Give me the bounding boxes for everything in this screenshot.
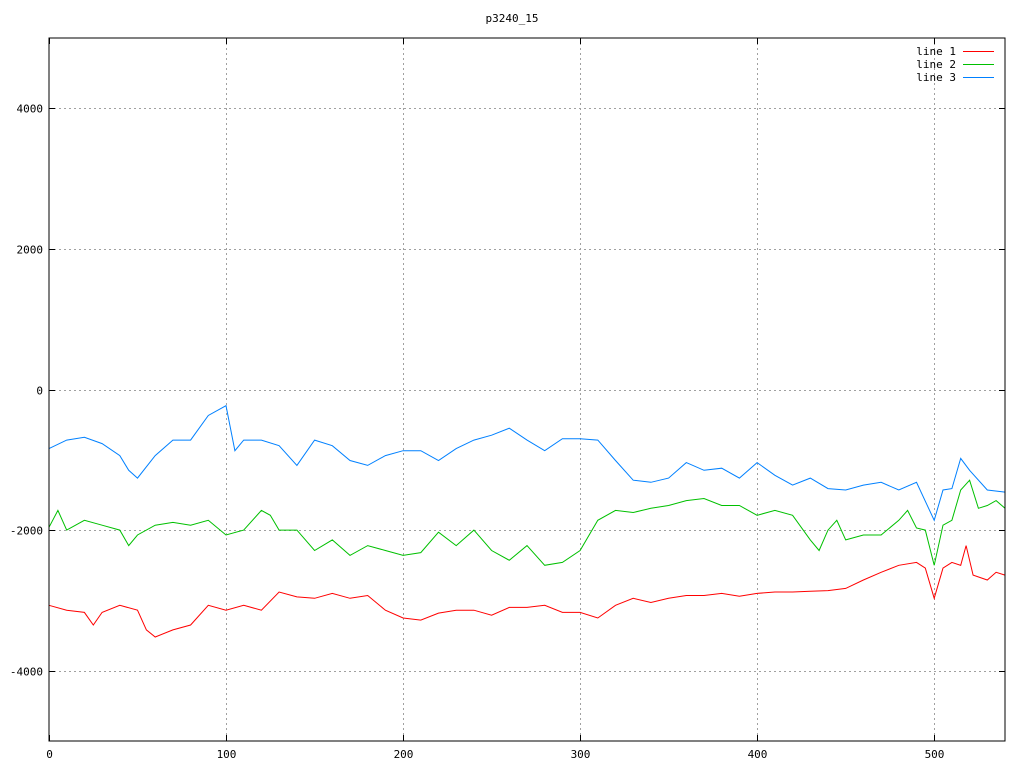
legend-label: line 1 [916, 45, 956, 58]
x-tick-label: 0 [46, 748, 53, 761]
plot-frame [48, 37, 1006, 742]
x-tick-label: 500 [925, 748, 945, 761]
grid [49, 38, 1005, 741]
x-tick-label: 400 [748, 748, 768, 761]
y-tick-label: 0 [36, 385, 43, 398]
series-line-3 [48, 404, 1006, 522]
series-lines [48, 404, 1006, 638]
y-tick-label: -4000 [10, 666, 43, 679]
x-tick-label: 200 [394, 748, 414, 761]
chart-title: p3240_15 [486, 12, 539, 25]
legend-label: line 2 [916, 58, 956, 71]
x-tick-label: 100 [217, 748, 237, 761]
legend-label: line 3 [916, 71, 956, 84]
x-tick-label: 300 [571, 748, 591, 761]
y-tick-label: 2000 [17, 244, 44, 257]
ticks: 0 100 200 300 400 500 -4000 -2000 0 2000 4000 [10, 38, 1005, 761]
series-line-2 [48, 479, 1006, 566]
y-tick-label: 4000 [17, 103, 44, 116]
series-line-1 [48, 545, 1006, 638]
y-tick-label: -2000 [10, 525, 43, 538]
